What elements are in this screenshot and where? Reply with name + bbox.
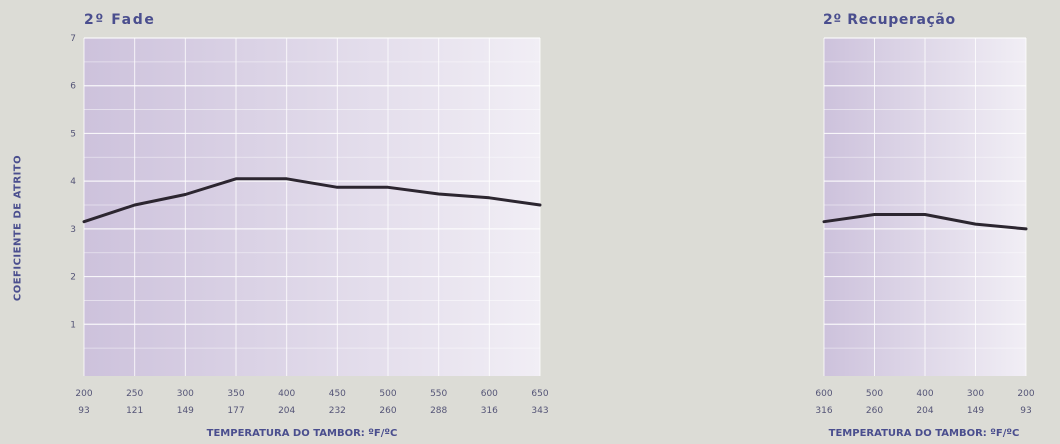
data-point xyxy=(336,186,339,189)
series-line xyxy=(82,177,542,224)
data-point xyxy=(538,203,542,207)
data-point xyxy=(873,213,876,216)
data-point xyxy=(285,177,288,180)
x-axis-title: TEMPERATURA DO TAMBOR: ºF/ºC xyxy=(207,428,398,439)
data-point xyxy=(386,186,390,189)
x-tick-label-f: 450 xyxy=(329,389,346,399)
x-tick-label-c: 232 xyxy=(329,406,346,416)
x-tick-label-c: 204 xyxy=(278,406,295,416)
x-tick-label-f: 500 xyxy=(866,389,883,399)
data-point xyxy=(437,192,440,196)
data-point xyxy=(822,220,826,223)
x-tick-label-f: 550 xyxy=(430,389,447,399)
x-tick-label-f: 500 xyxy=(379,389,396,399)
x-tick-label-f: 400 xyxy=(278,389,295,399)
x-axis-title: TEMPERATURA DO TAMBOR: ºF/ºC xyxy=(829,428,1020,439)
x-tick-label-c: 121 xyxy=(126,406,143,416)
chart-title: 2º Recuperação xyxy=(823,12,956,28)
plot-area xyxy=(84,38,540,376)
data-point xyxy=(184,193,187,196)
y-tick-label: 1 xyxy=(70,320,76,330)
y-tick-label: 6 xyxy=(70,82,76,92)
x-tick-label-f: 250 xyxy=(126,389,143,399)
x-tick-label-c: 177 xyxy=(227,406,244,416)
x-tick-label-c: 316 xyxy=(815,406,832,416)
x-tick-label-c: 93 xyxy=(78,406,89,416)
x-tick-label-c: 260 xyxy=(379,406,396,416)
chart-fade: 2º Fade 1 2 3 4 5 6 7 200 250 300 350 400 450 500 550 60… xyxy=(70,12,549,439)
data-point xyxy=(1024,227,1028,231)
x-tick-label-f: 600 xyxy=(481,389,498,399)
chart-recuperacao: 2º Recuperação 600 500 400 300 200 316 260 204 14… xyxy=(815,12,1034,439)
x-tick-label-f: 650 xyxy=(531,389,548,399)
x-tick-label-c: 204 xyxy=(916,406,933,416)
x-tick-label-c: 93 xyxy=(1020,406,1031,416)
y-tick-label: 2 xyxy=(70,273,76,283)
x-tick-label-f: 400 xyxy=(916,389,933,399)
x-tick-label-c: 260 xyxy=(866,406,883,416)
x-tick-label-f: 200 xyxy=(75,389,92,399)
x-tick-label-c: 288 xyxy=(430,406,447,416)
data-point xyxy=(82,220,86,223)
x-tick-label-c: 316 xyxy=(481,406,498,416)
x-tick-label-f: 600 xyxy=(815,389,832,399)
y-tick-label: 4 xyxy=(70,177,76,187)
x-tick-label-c: 343 xyxy=(531,406,548,416)
x-tick-label-f: 200 xyxy=(1017,389,1034,399)
data-point xyxy=(488,196,491,200)
chart-title: 2º Fade xyxy=(84,12,155,28)
data-point xyxy=(974,222,977,226)
x-tick-label-c: 149 xyxy=(177,406,194,416)
data-point xyxy=(133,203,136,207)
data-point xyxy=(923,213,927,216)
y-tick-label: 7 xyxy=(70,34,76,44)
y-tick-label: 5 xyxy=(70,129,76,139)
data-point xyxy=(234,177,238,180)
y-tick-label: 3 xyxy=(70,225,76,235)
x-tick-label-f: 300 xyxy=(967,389,984,399)
x-tick-label-f: 300 xyxy=(177,389,194,399)
x-tick-label-f: 350 xyxy=(227,389,244,399)
x-tick-label-c: 149 xyxy=(967,406,984,416)
y-axis-title: COEFICIENTE DE ATRITO xyxy=(12,154,24,302)
